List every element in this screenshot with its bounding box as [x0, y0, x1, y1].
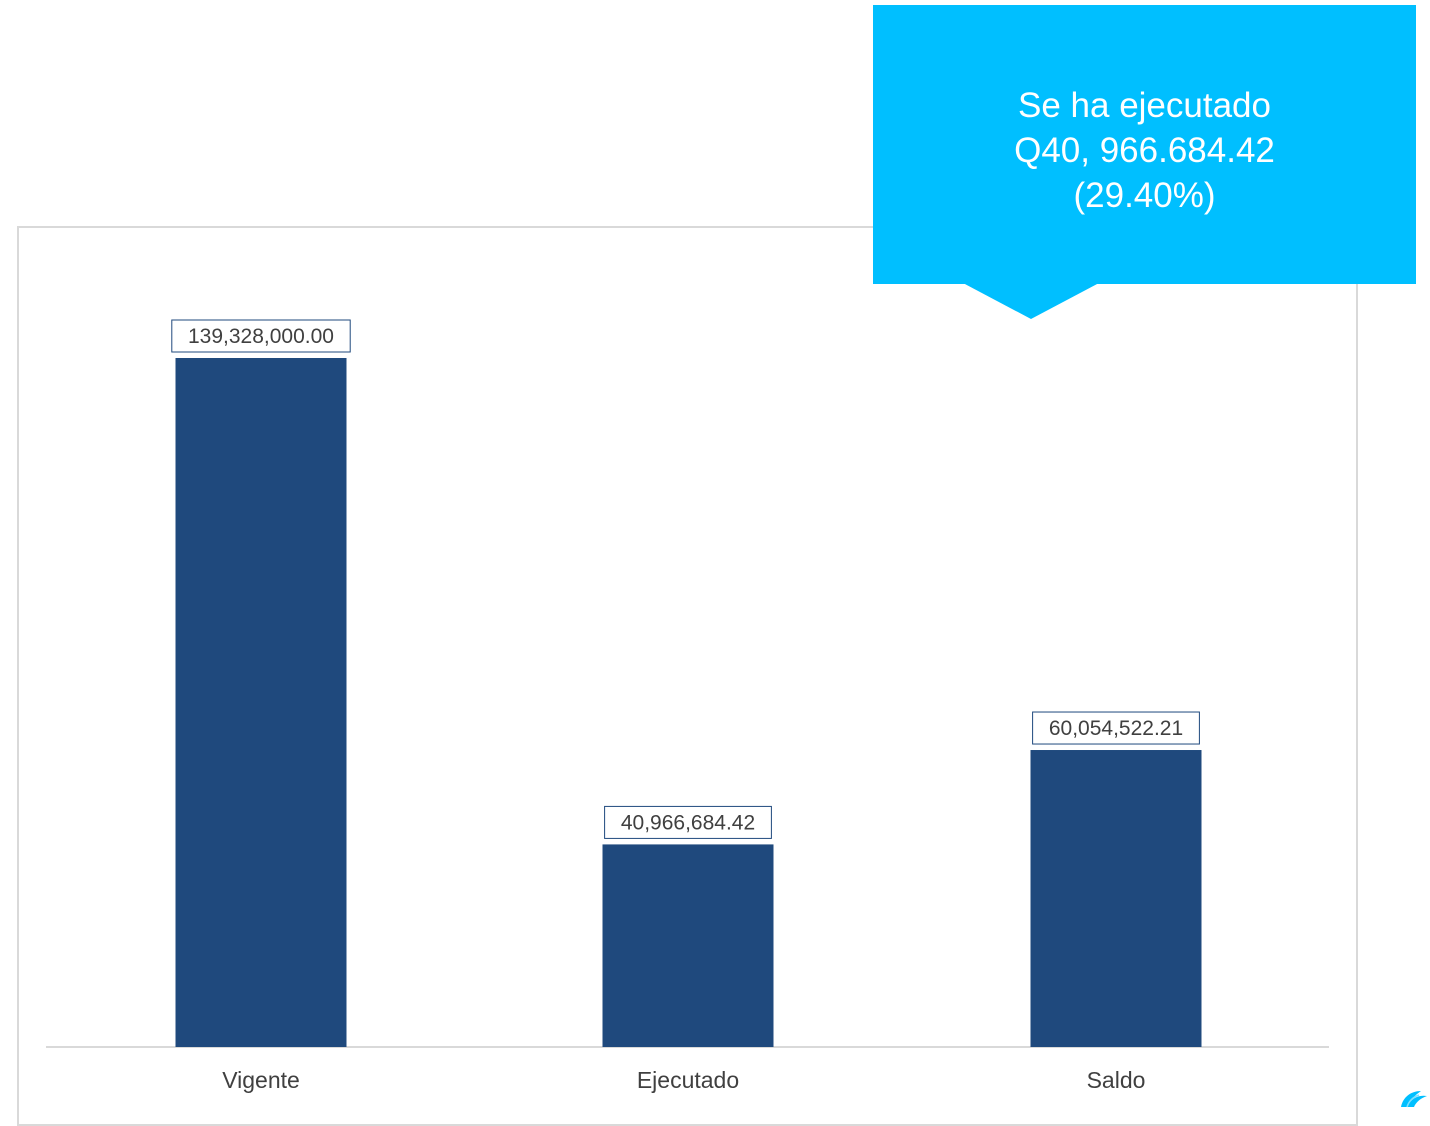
bar-ejecutado	[602, 844, 774, 1047]
callout-line-3: (29.40%)	[1073, 176, 1216, 215]
callout-pointer	[963, 283, 1099, 319]
data-label-ejecutado: 40,966,684.42	[621, 811, 755, 834]
bar-saldo	[1030, 750, 1202, 1047]
execution-callout: Se ha ejecutado Q40, 966.684.42 (29.40%)	[873, 5, 1416, 284]
leaf-logo-icon	[1401, 1091, 1427, 1108]
data-label-saldo: 60,054,522.21	[1049, 717, 1183, 740]
callout-text: Se ha ejecutado Q40, 966.684.42 (29.40%)	[873, 83, 1416, 218]
callout-line-2: Q40, 966.684.42	[1014, 131, 1275, 170]
bar-vigente	[175, 358, 347, 1047]
bars-layer: 139,328,000.00 Vigente 40,966,684.42 Ejecut…	[171, 319, 1202, 1093]
data-label-box-vigente	[171, 319, 351, 353]
category-label-saldo: Saldo	[1087, 1067, 1146, 1093]
data-label-vigente: 139,328,000.00	[188, 325, 334, 348]
callout-line-1: Se ha ejecutado	[1018, 86, 1271, 125]
data-label-box-ejecutado	[604, 805, 772, 839]
category-label-vigente: Vigente	[222, 1067, 300, 1093]
data-label-box-saldo	[1032, 711, 1200, 745]
category-label-ejecutado: Ejecutado	[637, 1067, 739, 1093]
